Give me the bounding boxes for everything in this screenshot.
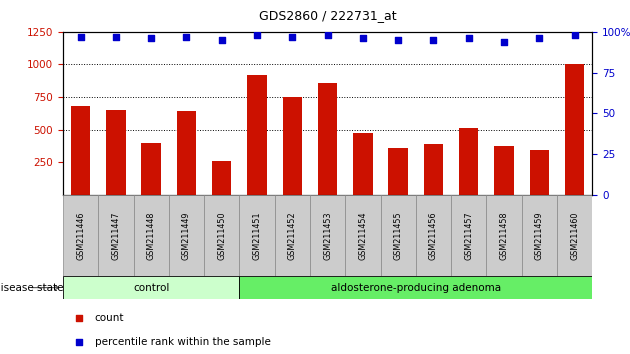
Point xyxy=(76,34,86,40)
Bar xyxy=(318,83,337,195)
Bar xyxy=(248,75,266,195)
Text: GSM211453: GSM211453 xyxy=(323,211,332,260)
Bar xyxy=(565,64,584,195)
Point xyxy=(467,2,477,8)
Text: aldosterone-producing adenoma: aldosterone-producing adenoma xyxy=(331,282,501,293)
Point xyxy=(287,34,297,40)
Text: count: count xyxy=(94,313,124,323)
Bar xyxy=(239,195,275,276)
Point xyxy=(464,35,474,41)
Bar xyxy=(63,276,239,299)
Bar xyxy=(212,161,231,195)
Text: GSM211457: GSM211457 xyxy=(464,211,473,260)
Bar xyxy=(522,195,557,276)
Bar xyxy=(169,195,204,276)
Point xyxy=(252,32,262,38)
Text: GSM211449: GSM211449 xyxy=(182,211,191,260)
Text: GSM211458: GSM211458 xyxy=(500,211,508,260)
Text: percentile rank within the sample: percentile rank within the sample xyxy=(94,337,271,347)
Bar xyxy=(389,148,408,195)
Bar xyxy=(345,195,381,276)
Bar xyxy=(557,195,592,276)
Bar xyxy=(98,195,134,276)
Point xyxy=(111,34,121,40)
Point xyxy=(146,35,156,41)
Bar xyxy=(459,128,478,195)
Bar xyxy=(275,195,310,276)
Text: GDS2860 / 222731_at: GDS2860 / 222731_at xyxy=(259,9,396,22)
Point xyxy=(534,35,544,41)
Bar xyxy=(177,111,196,195)
Point xyxy=(217,37,227,43)
Text: GSM211456: GSM211456 xyxy=(429,211,438,260)
Bar xyxy=(495,147,513,195)
Text: GSM211447: GSM211447 xyxy=(112,211,120,260)
Bar xyxy=(424,144,443,195)
Text: GSM211451: GSM211451 xyxy=(253,211,261,260)
Bar xyxy=(134,195,169,276)
Point xyxy=(323,32,333,38)
Bar xyxy=(451,195,486,276)
Bar xyxy=(106,110,125,195)
Bar xyxy=(310,195,345,276)
Text: GSM211452: GSM211452 xyxy=(288,211,297,260)
Point xyxy=(467,214,477,219)
Point xyxy=(428,37,438,43)
Text: GSM211454: GSM211454 xyxy=(358,211,367,260)
Bar xyxy=(142,143,161,195)
Text: control: control xyxy=(133,282,169,293)
Bar xyxy=(283,97,302,195)
Text: disease state: disease state xyxy=(0,282,64,293)
Bar xyxy=(204,195,239,276)
Bar xyxy=(416,195,451,276)
Bar xyxy=(63,195,98,276)
Point xyxy=(181,34,192,40)
Text: GSM211455: GSM211455 xyxy=(394,211,403,260)
Bar xyxy=(239,276,592,299)
Text: GSM211446: GSM211446 xyxy=(76,211,85,259)
Point xyxy=(358,35,368,41)
Text: GSM211448: GSM211448 xyxy=(147,211,156,259)
Bar xyxy=(381,195,416,276)
Point xyxy=(570,32,580,38)
Point xyxy=(393,37,403,43)
Bar xyxy=(71,106,90,195)
Point xyxy=(499,39,509,45)
Bar xyxy=(530,150,549,195)
Bar xyxy=(353,133,372,195)
Bar xyxy=(486,195,522,276)
Text: GSM211450: GSM211450 xyxy=(217,211,226,260)
Text: GSM211460: GSM211460 xyxy=(570,211,579,259)
Text: GSM211459: GSM211459 xyxy=(535,211,544,260)
